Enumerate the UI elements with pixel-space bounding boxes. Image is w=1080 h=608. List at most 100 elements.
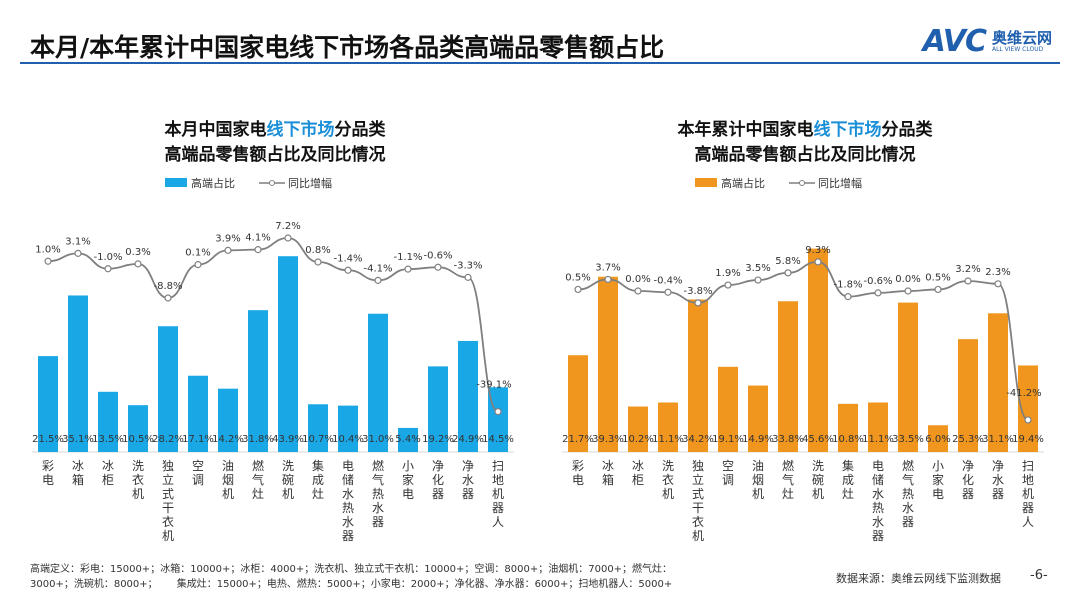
category-label-char: 储 bbox=[342, 472, 354, 487]
bar bbox=[1018, 365, 1038, 452]
bar-label: 6.0% bbox=[925, 434, 950, 445]
category-label-char: 衣 bbox=[132, 472, 144, 487]
category-label-char: 机 bbox=[1022, 487, 1034, 501]
yoy-point bbox=[964, 277, 972, 285]
category-label-char: 水 bbox=[342, 487, 354, 501]
logo-mark: AVC bbox=[922, 24, 987, 59]
legend-line-marker bbox=[269, 180, 275, 186]
category-label-char: 油 bbox=[752, 459, 764, 473]
bar-label: 21.5% bbox=[32, 434, 64, 445]
category-label-char: 机 bbox=[282, 487, 294, 501]
category-label-char: 电 bbox=[402, 487, 414, 501]
bar-label: 17.1% bbox=[182, 434, 214, 445]
category-label-char: 立 bbox=[162, 472, 174, 487]
category-label-char: 化 bbox=[432, 473, 444, 487]
bar-label: 11.1% bbox=[652, 434, 684, 445]
category-label-char: 式 bbox=[162, 487, 174, 501]
category-label-char: 水 bbox=[462, 473, 474, 487]
yoy-point bbox=[784, 269, 792, 277]
yoy-label: 0.5% bbox=[565, 272, 590, 283]
bar-label: 31.0% bbox=[362, 434, 394, 445]
yoy-point bbox=[284, 234, 292, 242]
bar bbox=[128, 405, 148, 452]
category-label-char: 衣 bbox=[662, 472, 674, 487]
yoy-label: -0.6% bbox=[423, 250, 452, 261]
bar bbox=[98, 391, 118, 452]
yoy-label: 4.1% bbox=[245, 233, 270, 244]
category-label-char: 储 bbox=[872, 472, 884, 487]
bar-label: 10.8% bbox=[832, 434, 864, 445]
yoy-label: 1.9% bbox=[715, 268, 740, 279]
bar-label: 24.9% bbox=[452, 434, 484, 445]
bar bbox=[808, 248, 828, 452]
bar bbox=[398, 427, 418, 452]
bar-label: 33.8% bbox=[772, 434, 804, 445]
category-label-char: 小 bbox=[932, 459, 944, 473]
yoy-point bbox=[904, 287, 912, 295]
category-label-char: 器 bbox=[342, 529, 354, 543]
bar bbox=[688, 299, 708, 452]
chart-title-line1: 本月中国家电线下市场分品类 bbox=[165, 119, 387, 140]
yoy-label: 2.3% bbox=[985, 267, 1010, 278]
yoy-point bbox=[934, 285, 942, 294]
bar bbox=[598, 276, 618, 452]
yoy-point bbox=[254, 246, 262, 254]
category-label-char: 水 bbox=[872, 487, 884, 501]
chart-title-line1: 本年累计中国家电线下市场分品类 bbox=[678, 119, 934, 140]
bar-label: 11.1% bbox=[862, 434, 894, 445]
yoy-label: -3.3% bbox=[453, 260, 482, 271]
bar bbox=[278, 256, 298, 452]
avc-logo: AVC 奥维云网 ALL VIEW CLOUD bbox=[923, 24, 1052, 59]
yoy-label: 3.9% bbox=[215, 233, 240, 244]
bar bbox=[898, 302, 918, 452]
category-label-char: 机 bbox=[132, 487, 144, 501]
category-label-char: 器 bbox=[432, 487, 444, 501]
category-label-char: 洗 bbox=[662, 459, 674, 473]
category-label-char: 器 bbox=[962, 487, 974, 501]
category-label-char: 洗 bbox=[812, 459, 824, 473]
yoy-label: 0.0% bbox=[625, 274, 650, 285]
category-label-char: 洗 bbox=[282, 459, 294, 473]
bar bbox=[988, 313, 1008, 452]
logo-en: ALL VIEW CLOUD bbox=[991, 46, 1044, 53]
category-label-char: 机 bbox=[162, 529, 174, 543]
yoy-point bbox=[494, 408, 502, 416]
category-label-char: 机 bbox=[222, 487, 234, 501]
category-label-char: 调 bbox=[192, 473, 204, 487]
category-label-char: 器 bbox=[372, 515, 384, 529]
yoy-label: -4.1% bbox=[363, 263, 392, 274]
category-label-char: 烟 bbox=[222, 473, 234, 487]
category-label-char: 电 bbox=[872, 459, 884, 473]
category-label-char: 机 bbox=[752, 487, 764, 501]
bar-label: 43.9% bbox=[272, 434, 304, 445]
category-label-char: 净 bbox=[462, 459, 474, 473]
category-label-char: 灶 bbox=[312, 487, 324, 501]
yoy-label: 0.3% bbox=[125, 247, 150, 258]
yoy-label: 0.1% bbox=[185, 248, 210, 259]
category-label-char: 冰 bbox=[632, 459, 644, 473]
category-label-char: 空 bbox=[722, 459, 734, 473]
bar bbox=[158, 326, 178, 452]
yoy-point bbox=[224, 246, 232, 254]
legend-bar-swatch bbox=[695, 178, 717, 187]
yoy-point bbox=[164, 294, 172, 302]
bar-label: 10.2% bbox=[622, 434, 654, 445]
bar-label: 5.4% bbox=[395, 434, 420, 445]
yoy-label: 9.3% bbox=[805, 245, 830, 256]
yoy-label: 3.5% bbox=[745, 263, 770, 274]
yoy-label: -0.6% bbox=[863, 276, 892, 287]
category-label-char: 独 bbox=[692, 459, 704, 473]
category-label-char: 地 bbox=[492, 473, 504, 487]
category-label-char: 人 bbox=[492, 515, 504, 529]
yoy-point bbox=[104, 265, 112, 273]
category-label-char: 气 bbox=[782, 472, 794, 487]
category-label-char: 空 bbox=[192, 459, 204, 473]
category-label-char: 洗 bbox=[132, 459, 144, 473]
category-label-char: 热 bbox=[372, 487, 384, 501]
bar-label: 19.1% bbox=[712, 434, 744, 445]
data-source: 数据来源：奥维云网线下监测数据 bbox=[836, 572, 1001, 585]
category-label-char: 扫 bbox=[1022, 459, 1034, 473]
yoy-point bbox=[194, 261, 202, 269]
category-label-char: 独 bbox=[162, 459, 174, 473]
